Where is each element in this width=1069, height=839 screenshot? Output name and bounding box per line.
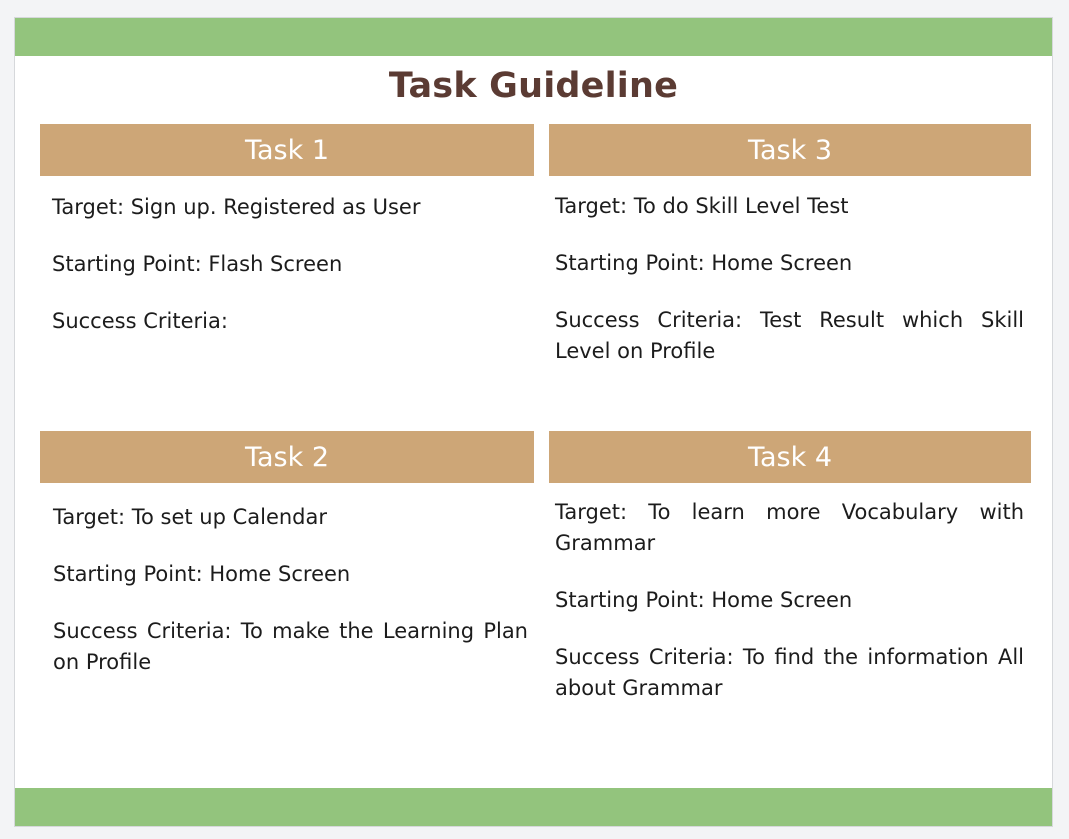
task-2-success-criteria: Success Criteria: To make the Learning P… xyxy=(53,619,528,674)
task-4-header: Task 4 xyxy=(549,431,1031,483)
task-1-starting-point: Starting Point: Flash Screen xyxy=(52,252,343,276)
task-3-body: Target: To do Skill Level Test Starting … xyxy=(555,191,1024,393)
task-3-success-criteria: Success Criteria: Test Result which Skil… xyxy=(555,308,1024,363)
task-1-success-criteria: Success Criteria: xyxy=(52,309,228,333)
task-1-header: Task 1 xyxy=(40,124,534,176)
task-2-header: Task 2 xyxy=(40,431,534,483)
task-2-body: Target: To set up Calendar Starting Poin… xyxy=(53,502,528,704)
task-3-target: Target: To do Skill Level Test xyxy=(555,194,849,218)
task-4-target: Target: To learn more Vocabulary with Gr… xyxy=(555,500,1024,555)
slide: Task Guideline Task 1 Target: Sign up. R… xyxy=(14,17,1053,827)
bottom-band xyxy=(15,788,1052,826)
task-1-body: Target: Sign up. Registered as User Star… xyxy=(52,192,534,363)
task-4-success-criteria: Success Criteria: To find the informatio… xyxy=(555,645,1024,700)
task-4-body: Target: To learn more Vocabulary with Gr… xyxy=(555,497,1024,730)
task-3-starting-point: Starting Point: Home Screen xyxy=(555,251,853,275)
top-band xyxy=(15,18,1052,56)
task-2-starting-point: Starting Point: Home Screen xyxy=(53,562,351,586)
task-1-target: Target: Sign up. Registered as User xyxy=(52,195,421,219)
task-2-target: Target: To set up Calendar xyxy=(53,505,328,529)
task-4-starting-point: Starting Point: Home Screen xyxy=(555,588,853,612)
page-title: Task Guideline xyxy=(388,66,679,106)
task-3-header: Task 3 xyxy=(549,124,1031,176)
